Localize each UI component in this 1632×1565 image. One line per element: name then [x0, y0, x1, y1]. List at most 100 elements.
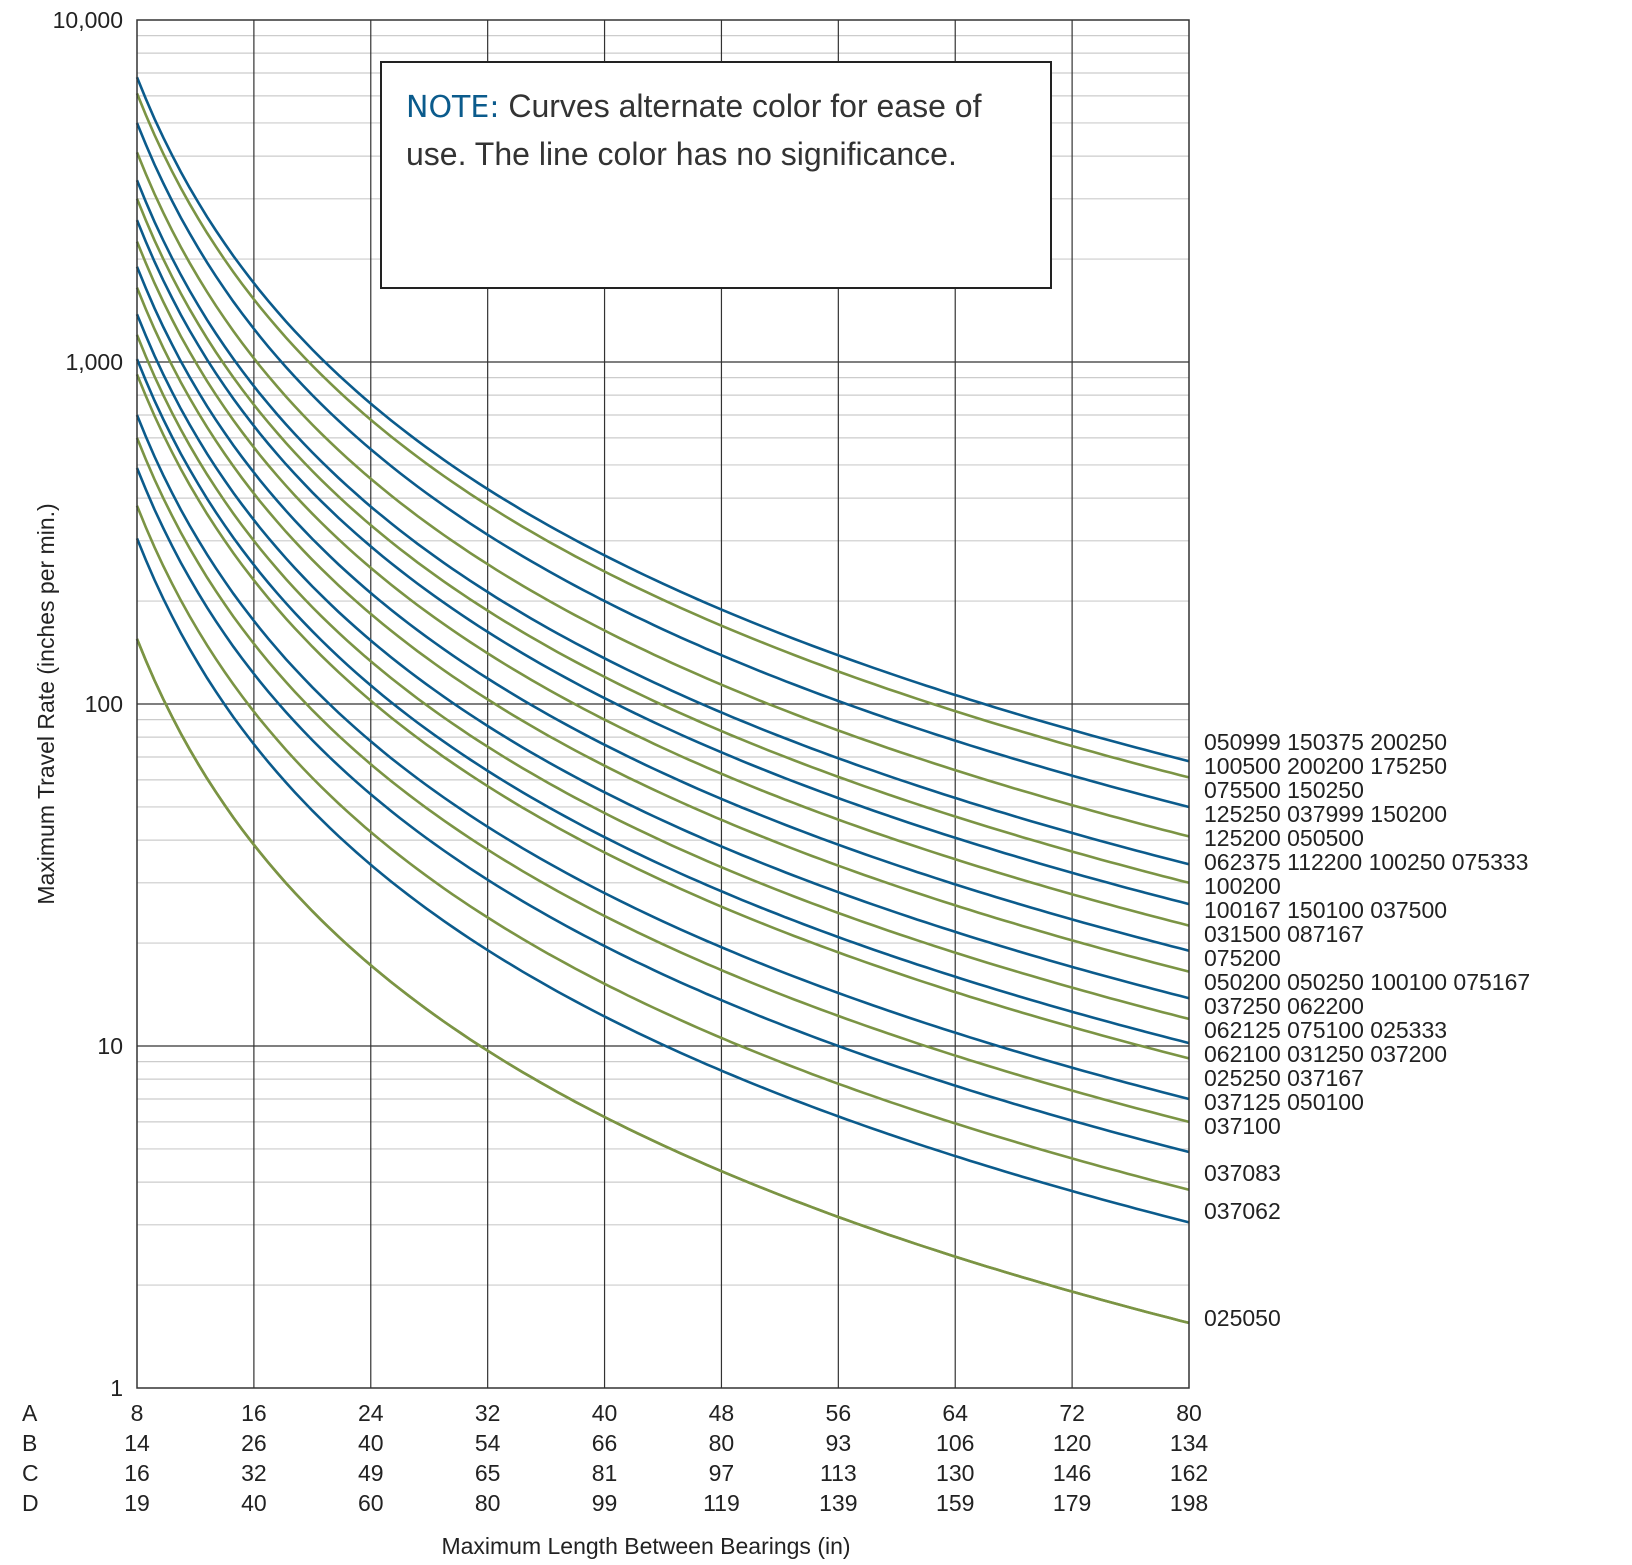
x-tick-label: 106	[936, 1430, 974, 1456]
x-tick-label: 130	[936, 1460, 974, 1486]
curve	[135, 219, 1190, 906]
x-tick-label: 48	[709, 1400, 735, 1426]
curve	[135, 638, 1190, 1325]
x-tick-label: 16	[241, 1400, 267, 1426]
x-tick-label: 19	[124, 1490, 150, 1516]
curve	[135, 76, 1190, 763]
curve-label: 037100	[1204, 1113, 1281, 1139]
curve	[135, 122, 1190, 809]
curve-label: 050200 050250 100100 075167	[1204, 969, 1530, 995]
y-tick-label: 10,000	[53, 7, 123, 33]
x-tick-label: 40	[241, 1490, 267, 1516]
x-tick-label: 159	[936, 1490, 974, 1516]
curve	[135, 313, 1190, 1000]
x-tick-label: 54	[475, 1430, 501, 1456]
x-scale-row-label: A	[22, 1400, 38, 1426]
curve	[135, 151, 1190, 838]
x-tick-label: 179	[1053, 1490, 1091, 1516]
curve-label: 100500 200200 175250	[1204, 753, 1447, 779]
x-tick-label: 162	[1170, 1460, 1208, 1486]
x-tick-label: 40	[592, 1400, 618, 1426]
x-tick-label: 26	[241, 1430, 267, 1456]
curve	[135, 241, 1190, 927]
curve-label: 075200	[1204, 945, 1281, 971]
x-tick-labels: A 8 16 24 32 40 48 56 64 72 80 B 14 26 40 54 66 80 93 106 12…	[22, 1400, 1208, 1516]
note-label: NOTE:	[406, 90, 500, 125]
curve	[135, 287, 1190, 973]
x-tick-label: 93	[826, 1430, 852, 1456]
curve	[135, 537, 1190, 1224]
x-tick-label: 80	[709, 1430, 735, 1456]
x-tick-label: 8	[131, 1400, 144, 1426]
x-tick-label: 40	[358, 1430, 384, 1456]
curve-label: 100167 150100 037500	[1204, 897, 1447, 923]
x-tick-label: 66	[592, 1430, 618, 1456]
curve	[135, 198, 1190, 885]
x-axis-label: Maximum Length Between Bearings (in)	[441, 1533, 850, 1559]
curve	[135, 638, 1190, 1325]
curve	[135, 467, 1190, 1154]
x-tick-label: 97	[709, 1460, 735, 1486]
curve-label: 037125 050100	[1204, 1089, 1364, 1115]
y-tick-label: 10	[97, 1033, 123, 1059]
note-text: Curves alternate color for ease of use. …	[406, 88, 982, 172]
plot-frame	[136, 19, 1190, 1389]
curve-label: 075500 150250	[1204, 777, 1364, 803]
x-tick-label: 139	[819, 1490, 857, 1516]
curve-label: 037250 062200	[1204, 993, 1364, 1019]
x-tick-label: 14	[124, 1430, 150, 1456]
curve-label: 062125 075100 025333	[1204, 1017, 1447, 1043]
x-tick-label: 198	[1170, 1490, 1208, 1516]
curve	[135, 179, 1190, 866]
curve	[135, 358, 1190, 1045]
x-tick-label: 72	[1059, 1400, 1085, 1426]
curve	[135, 334, 1190, 1021]
x-tick-label: 80	[475, 1490, 501, 1516]
curve	[135, 373, 1190, 1060]
x-tick-label: 65	[475, 1460, 501, 1486]
curve-label: 050999 150375 200250	[1204, 729, 1447, 755]
note-box: NOTE: Curves alternate color for ease of…	[380, 61, 1052, 289]
x-tick-label: 80	[1176, 1400, 1202, 1426]
curve	[135, 266, 1190, 952]
y-tick-label: 1,000	[65, 349, 123, 375]
x-tick-label: 64	[942, 1400, 968, 1426]
x-tick-label: 32	[241, 1460, 267, 1486]
curves	[135, 76, 1190, 1325]
x-tick-label: 120	[1053, 1430, 1091, 1456]
curve-label: 125250 037999 150200	[1204, 801, 1447, 827]
x-tick-label: 60	[358, 1490, 384, 1516]
curve	[135, 437, 1190, 1124]
y-tick-label: 1	[110, 1375, 123, 1401]
curve	[135, 414, 1190, 1101]
x-scale-row-label: C	[22, 1460, 39, 1486]
y-tick-labels: 1 10 100 1,000 10,000	[53, 7, 123, 1401]
x-tick-label: 113	[820, 1460, 857, 1486]
y-axis-label: Maximum Travel Rate (inches per min.)	[33, 503, 59, 904]
x-tick-label: 81	[592, 1460, 618, 1486]
curve	[135, 92, 1190, 779]
x-tick-label: 119	[703, 1490, 740, 1516]
x-tick-label: 49	[358, 1460, 384, 1486]
curve-label: 025050	[1204, 1305, 1281, 1331]
x-tick-label: 99	[592, 1490, 618, 1516]
x-scale-row-label: B	[22, 1430, 37, 1456]
curve-label: 037083	[1204, 1160, 1281, 1186]
x-tick-label: 134	[1170, 1430, 1209, 1456]
curve-label: 062375 112200 100250 075333	[1204, 849, 1528, 875]
curve-label: 100200	[1204, 873, 1281, 899]
x-tick-label: 16	[124, 1460, 150, 1486]
curve-label: 062100 031250 037200	[1204, 1041, 1447, 1067]
curve-label: 031500 087167	[1204, 921, 1364, 947]
x-tick-label: 146	[1053, 1460, 1091, 1486]
curve-label: 125200 050500	[1204, 825, 1364, 851]
x-scale-row-label: D	[22, 1490, 39, 1516]
curve	[135, 505, 1190, 1191]
x-tick-label: 56	[826, 1400, 852, 1426]
curve-label: 025250 037167	[1204, 1065, 1364, 1091]
x-tick-label: 24	[358, 1400, 384, 1426]
x-tick-label: 32	[475, 1400, 501, 1426]
curve-label: 037062	[1204, 1198, 1281, 1224]
